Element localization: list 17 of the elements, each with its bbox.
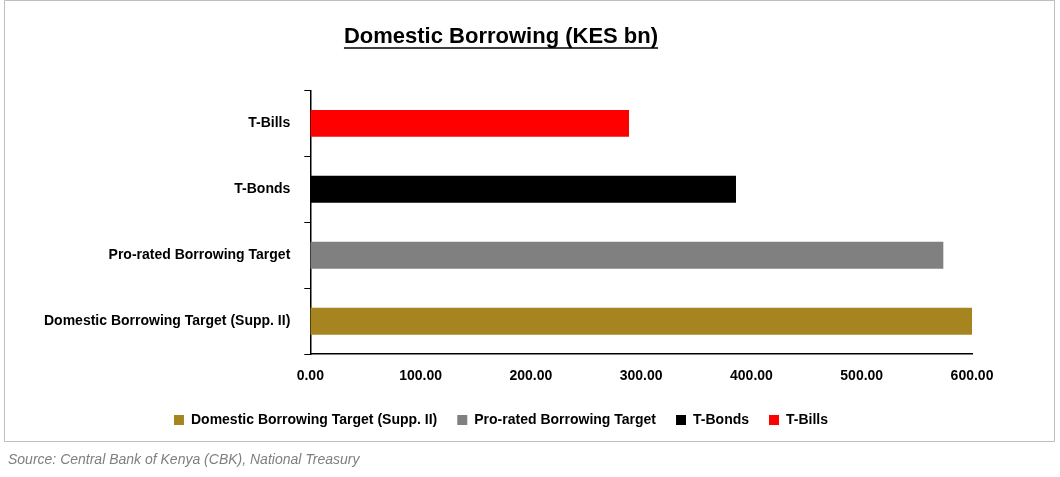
y-tick-label: T-Bonds <box>234 180 291 197</box>
x-tick-label: 200.00 <box>509 367 553 384</box>
legend-label: Pro-rated Borrowing Target <box>474 410 657 427</box>
x-tick-label: 400.00 <box>730 367 774 384</box>
y-tick-label: T-Bills <box>248 114 291 131</box>
x-tick-label: 500.00 <box>840 367 884 384</box>
chart-title: Domestic Borrowing (KES bn) <box>343 23 659 49</box>
legend-label: T-Bonds <box>693 410 750 427</box>
x-tick-label: 0.00 <box>296 367 325 384</box>
legend-label: T-Bills <box>786 410 829 427</box>
source-note: Source: Central Bank of Kenya (CBK), National Treasury <box>8 450 361 467</box>
legend-label: Domestic Borrowing Target (Supp. II) <box>190 410 438 427</box>
y-tick-label: Domestic Borrowing Target (Supp. II) <box>43 312 291 329</box>
x-tick-label: 300.00 <box>619 367 663 384</box>
x-tick-label: 100.00 <box>399 367 443 384</box>
y-tick-label: Pro-rated Borrowing Target <box>108 246 291 263</box>
x-tick-label: 600.00 <box>950 367 994 384</box>
